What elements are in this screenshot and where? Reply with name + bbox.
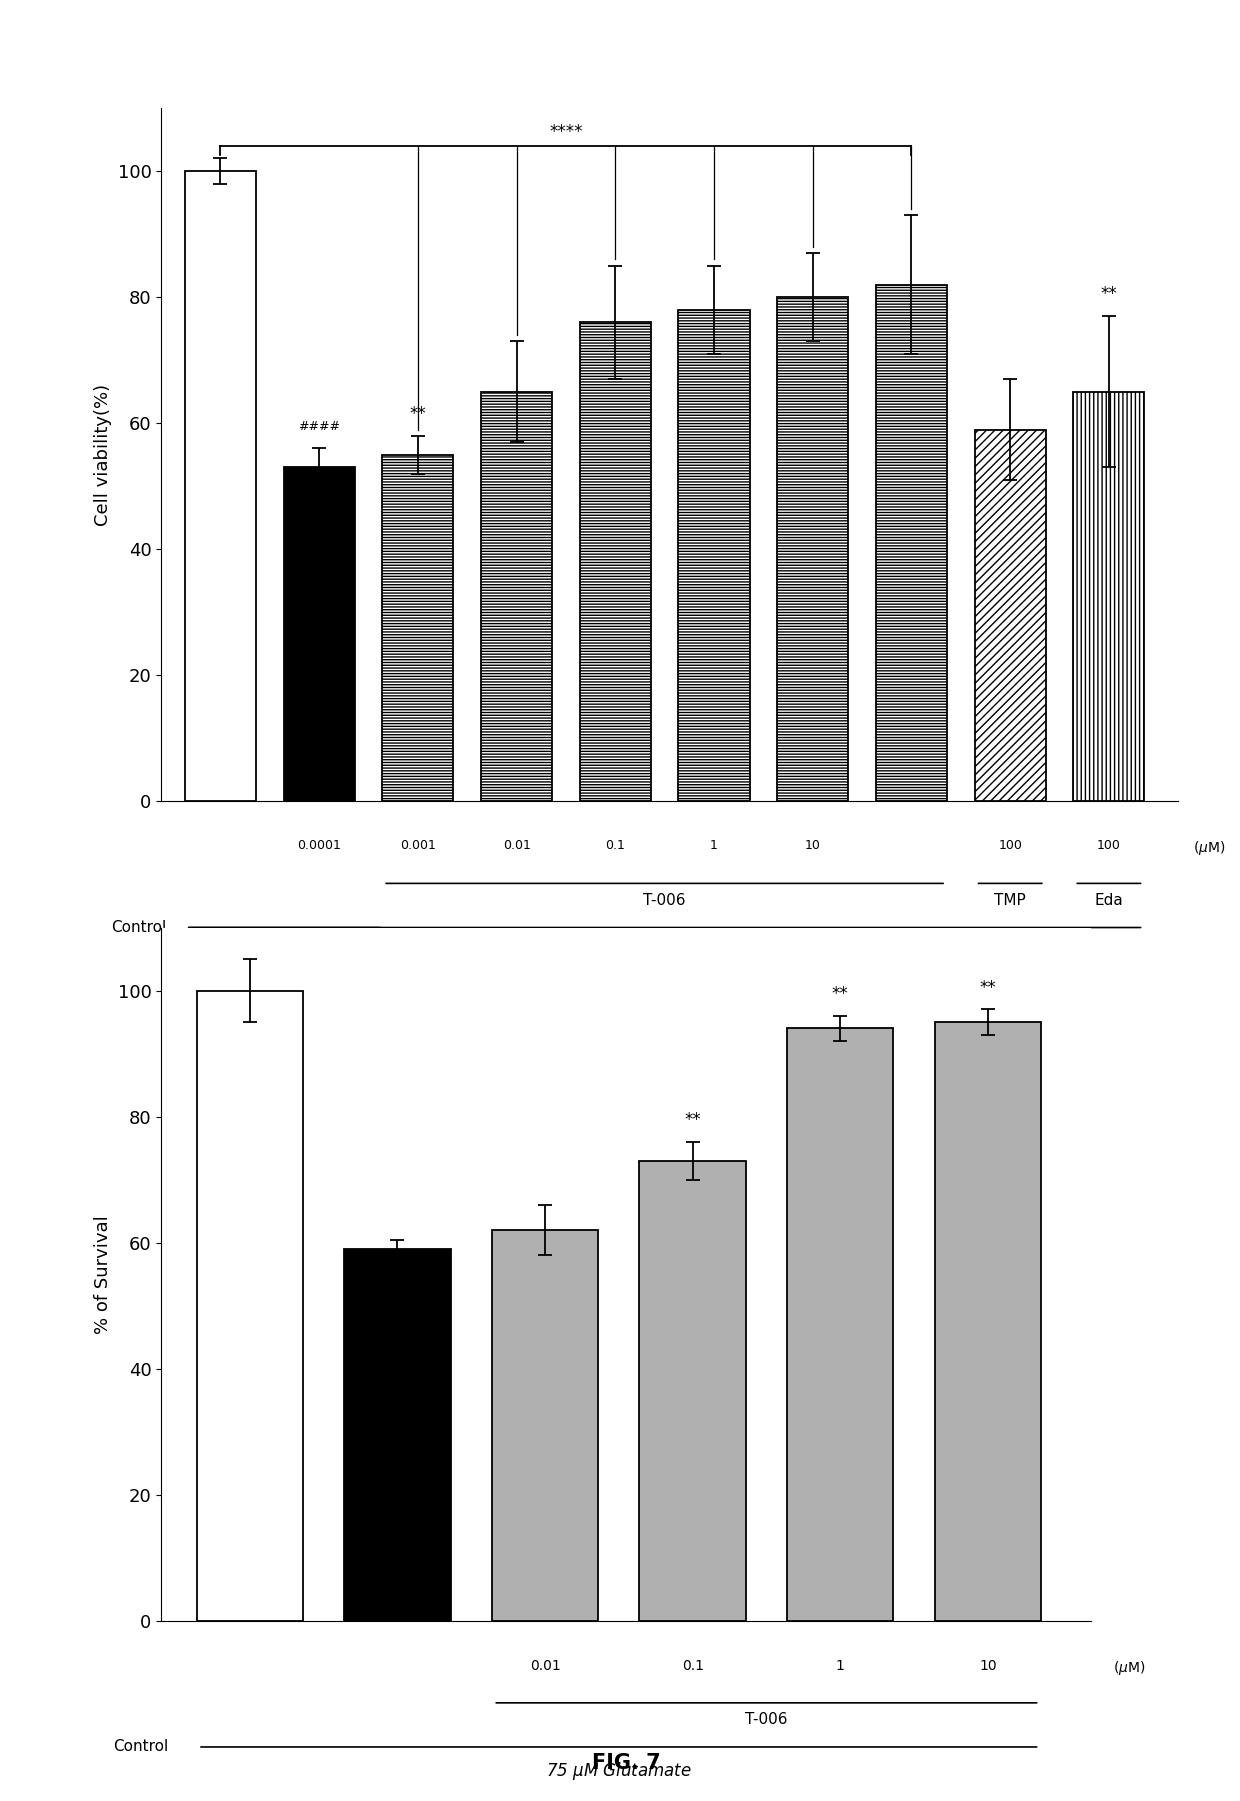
- Text: 0.0001: 0.0001: [298, 839, 341, 852]
- Text: 0.001: 0.001: [401, 839, 435, 852]
- Text: 75 $\mu$M Glutamate: 75 $\mu$M Glutamate: [546, 1760, 692, 1781]
- Bar: [975, 429, 1045, 801]
- Bar: [580, 322, 651, 801]
- Bar: [640, 1162, 745, 1621]
- Text: ($\mu$M): ($\mu$M): [1193, 839, 1225, 857]
- Bar: [875, 285, 947, 801]
- Bar: [678, 310, 749, 801]
- Text: 100: 100: [998, 839, 1022, 852]
- Text: 10: 10: [805, 839, 821, 852]
- Bar: [787, 1028, 893, 1621]
- Text: **: **: [980, 980, 996, 998]
- Text: T-006: T-006: [644, 893, 686, 908]
- Text: 1: 1: [836, 1659, 844, 1673]
- Text: 0.01: 0.01: [502, 839, 531, 852]
- Text: Eda: Eda: [1095, 893, 1123, 908]
- Text: 10: 10: [980, 1659, 997, 1673]
- Bar: [284, 466, 355, 801]
- Text: FIG. 7: FIG. 7: [591, 1752, 661, 1772]
- Y-axis label: % of Survival: % of Survival: [94, 1216, 112, 1333]
- Bar: [777, 297, 848, 801]
- Text: FIG. 6: FIG. 6: [635, 933, 704, 953]
- Text: 100: 100: [1097, 839, 1121, 852]
- Bar: [185, 171, 255, 801]
- Text: **: **: [1101, 286, 1117, 303]
- Bar: [197, 991, 303, 1621]
- Y-axis label: Cell viability(%): Cell viability(%): [94, 384, 112, 526]
- Text: ****: ****: [549, 122, 583, 140]
- Bar: [935, 1023, 1042, 1621]
- Text: 0.1: 0.1: [682, 1659, 703, 1673]
- Bar: [345, 1250, 450, 1621]
- Text: ####: ####: [298, 420, 340, 432]
- Text: ($\mu$M): ($\mu$M): [1114, 1659, 1146, 1677]
- Text: TMP: TMP: [994, 893, 1025, 908]
- Text: 1: 1: [711, 839, 718, 852]
- Text: 0.1: 0.1: [605, 839, 625, 852]
- Text: **: **: [409, 405, 427, 423]
- Text: 0.01: 0.01: [529, 1659, 560, 1673]
- Bar: [492, 1230, 598, 1621]
- Bar: [481, 391, 552, 801]
- Text: 50 $\mu$M t-BHP: 50 $\mu$M t-BHP: [613, 940, 717, 962]
- Bar: [1074, 391, 1145, 801]
- Text: **: **: [684, 1111, 701, 1129]
- Text: T-006: T-006: [745, 1713, 787, 1727]
- Text: Control: Control: [113, 1740, 169, 1754]
- Text: Control: Control: [110, 920, 166, 935]
- Text: **: **: [832, 985, 848, 1003]
- Bar: [382, 454, 454, 801]
